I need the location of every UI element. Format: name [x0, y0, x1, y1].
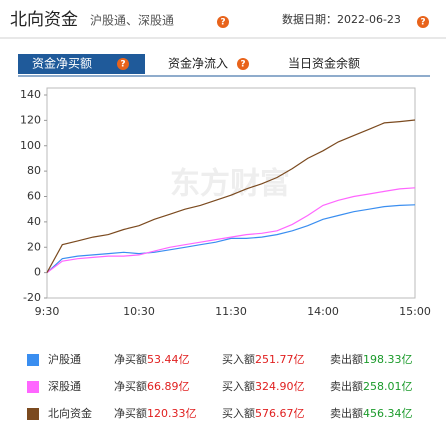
legend-label: 买入额 [222, 353, 255, 366]
legend-label: 买入额 [222, 380, 255, 393]
legend-name: 深股通 [48, 380, 81, 393]
legend-label: 净买额 [114, 352, 147, 366]
legend-swatch [27, 354, 39, 366]
legend-swatch [27, 408, 39, 420]
x-tick-label: 14:00 [307, 305, 339, 318]
plot-frame [46, 87, 416, 299]
help-icon-text: ? [420, 18, 425, 28]
y-tick-label: -20 [23, 291, 41, 304]
help-icon[interactable] [237, 58, 249, 70]
help-icon-text: ? [220, 18, 225, 28]
legend-value: 198.33亿 [363, 353, 413, 366]
tab[interactable]: 当日资金余额 [288, 56, 360, 71]
legend-value: 576.67亿 [255, 407, 305, 420]
legend-value: 324.90亿 [255, 380, 305, 393]
y-tick-label: 20 [27, 240, 41, 253]
y-tick-label: 40 [27, 215, 41, 228]
legend-value: 53.44亿 [147, 353, 190, 366]
y-tick-label: 80 [27, 164, 41, 177]
tab[interactable]: 资金净买额 [32, 56, 92, 71]
y-tick-label: 100 [20, 139, 41, 152]
legend-name: 北向资金 [48, 406, 92, 420]
y-tick-label: 140 [20, 88, 41, 101]
legend-value: 120.33亿 [147, 407, 197, 420]
legend-label: 净买额 [114, 379, 147, 393]
legend-label: 净买额 [114, 406, 147, 420]
legend-value: 251.77亿 [255, 353, 305, 366]
legend-value: 66.89亿 [147, 380, 190, 393]
x-tick-label: 9:30 [35, 305, 60, 318]
help-icon[interactable] [217, 16, 229, 28]
series-line [46, 119, 416, 273]
y-tick-label: 120 [20, 113, 41, 126]
legend-label: 卖出额 [330, 352, 363, 366]
legend-label: 卖出额 [330, 406, 363, 420]
tab[interactable]: 资金净流入 [168, 56, 228, 71]
legend-value: 456.34亿 [363, 407, 413, 420]
legend-label: 买入额 [222, 407, 255, 420]
series-line [46, 187, 416, 274]
help-icon[interactable] [417, 16, 429, 28]
x-tick-label: 11:30 [215, 305, 247, 318]
help-icon-text: ? [120, 60, 125, 70]
legend-name: 沪股通 [48, 352, 81, 366]
y-tick-label: 60 [27, 190, 41, 203]
x-tick-label: 10:30 [123, 305, 155, 318]
y-tick-label: 0 [34, 266, 41, 279]
series-line [46, 204, 416, 274]
legend-swatch [27, 381, 39, 393]
help-icon-text: ? [240, 60, 245, 70]
tab-active[interactable] [18, 54, 145, 74]
legend-label: 卖出额 [330, 379, 363, 393]
help-icon[interactable] [117, 58, 129, 70]
subtitle: 沪股通、深股通 [90, 14, 174, 28]
legend-value: 258.01亿 [363, 380, 413, 393]
x-tick-label: 15:00 [399, 305, 431, 318]
date: 数据日期：2022-06-23 [282, 12, 401, 26]
watermark: 东方财富 [170, 167, 290, 202]
title: 北向资金 [10, 10, 78, 30]
